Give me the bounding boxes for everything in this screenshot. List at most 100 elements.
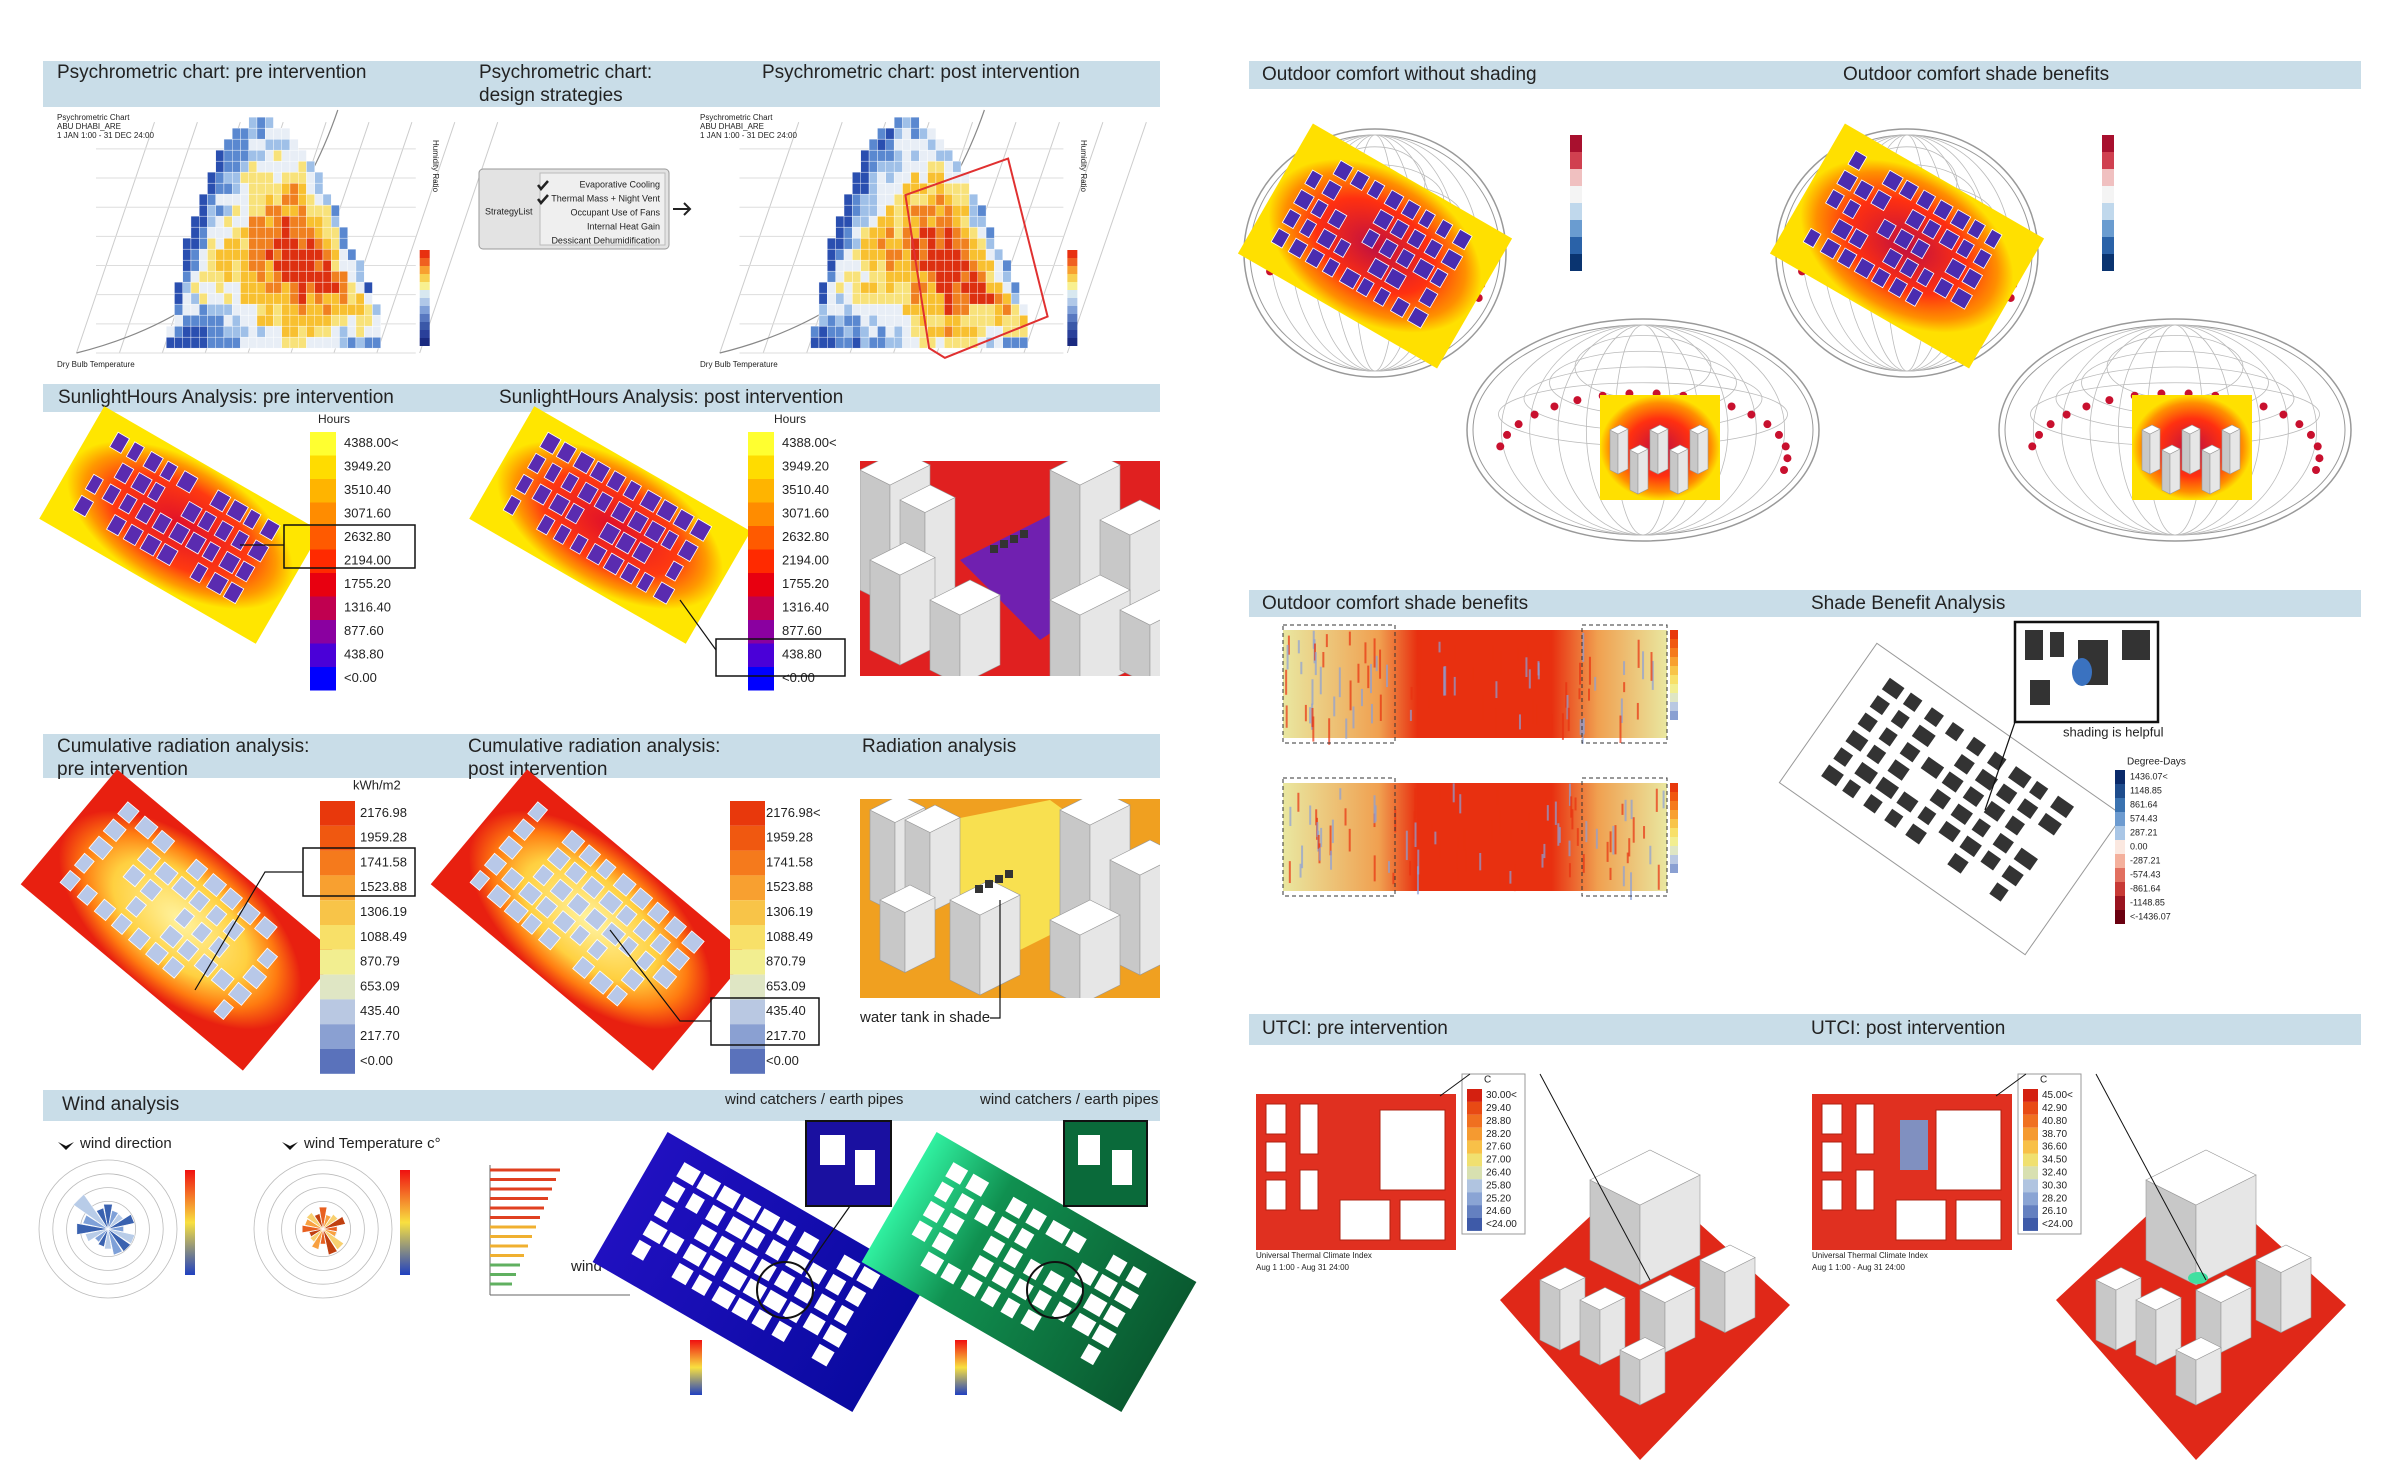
chart-cell <box>827 259 836 272</box>
chart-cell <box>231 292 241 305</box>
chart-cell <box>207 193 216 206</box>
building <box>982 1235 1006 1258</box>
strategy-item: Occupant Use of Fans <box>570 207 660 217</box>
building <box>1972 248 1993 269</box>
chart-cell <box>952 325 962 338</box>
building <box>537 927 561 951</box>
chart-cell <box>944 215 953 228</box>
block-top <box>1099 499 1160 536</box>
chart-cell <box>207 281 216 294</box>
legend-swatch <box>1670 666 1678 675</box>
legend-swatch <box>2115 868 2125 882</box>
heatmap-streak <box>1537 661 1540 676</box>
building <box>125 441 145 463</box>
chart-cell <box>256 259 266 272</box>
building <box>535 895 559 919</box>
rose-ring <box>253 1159 393 1299</box>
sun-position <box>1503 430 1512 439</box>
heatmap-streak <box>1439 838 1442 859</box>
inset-block <box>855 1150 875 1185</box>
chart-cell <box>902 171 912 184</box>
chart-cell <box>182 314 192 327</box>
north-arrow <box>282 1142 298 1150</box>
chart-line <box>762 121 843 354</box>
chart-cell <box>273 215 282 228</box>
chart-cell <box>306 160 315 173</box>
rose-ring <box>66 1187 150 1271</box>
legend-label: 2176.98< <box>766 805 821 820</box>
chart-cell <box>885 193 895 206</box>
chart-cell <box>944 193 953 206</box>
block-side <box>1609 429 1619 475</box>
chart-cell <box>885 237 895 250</box>
chart-cell <box>256 281 266 294</box>
heatmap-streak <box>1525 657 1528 678</box>
building <box>636 571 655 593</box>
legend-label: 28.20 <box>1486 1129 1511 1140</box>
chart-cell <box>372 314 381 327</box>
chart-cell <box>265 314 274 327</box>
chart-cell <box>885 226 895 239</box>
chart-cell <box>190 314 200 327</box>
chart-cell <box>960 336 970 349</box>
building <box>548 492 571 517</box>
chart-cell <box>339 248 348 261</box>
legend-label: 1959.28 <box>360 830 407 845</box>
chart-cell <box>935 270 945 283</box>
chart-cell <box>960 325 970 338</box>
building <box>512 818 536 841</box>
chart-cell <box>331 281 340 294</box>
building <box>642 1220 668 1245</box>
chart-cell <box>306 193 315 206</box>
chart-cell <box>944 226 953 239</box>
chart-cell <box>952 303 962 316</box>
chart-cell <box>843 303 853 316</box>
chart-cell <box>215 325 225 338</box>
callout-line <box>2095 1073 2207 1281</box>
building <box>196 510 218 533</box>
legend-swatch <box>419 274 430 282</box>
building <box>802 1312 826 1336</box>
heatmap-streak <box>1316 822 1319 838</box>
legend-swatch <box>2023 1127 2038 1141</box>
chart-cell <box>364 292 373 305</box>
chart-cell <box>207 226 216 239</box>
chart-cell <box>827 237 836 250</box>
chart-cell <box>852 215 861 228</box>
building <box>162 956 185 979</box>
building <box>1349 169 1371 192</box>
chart-cell <box>985 314 995 327</box>
building <box>822 1324 847 1348</box>
heatmap-streak <box>1637 639 1640 668</box>
chart-cell <box>927 226 937 239</box>
chart-cell <box>265 204 274 217</box>
legend-label: 0.00 <box>2130 841 2148 851</box>
chart-cell <box>935 248 945 261</box>
heatmap-streak <box>1643 826 1646 839</box>
chart-cell <box>860 314 870 327</box>
block-side <box>2229 428 2241 475</box>
building <box>518 881 543 906</box>
chart-cell <box>372 303 381 316</box>
heatmap-streak <box>1452 783 1455 803</box>
chart-cell <box>248 193 258 206</box>
chart-cell <box>927 160 937 173</box>
building <box>125 895 147 918</box>
rose-petal <box>107 1214 135 1230</box>
chart-cell <box>190 281 200 294</box>
building <box>1832 746 1855 769</box>
building <box>1265 1103 1287 1135</box>
heatmap-streak <box>1285 705 1288 728</box>
chart-cell <box>223 248 233 261</box>
legend-label: -861.64 <box>2130 883 2161 893</box>
chart-cell <box>240 193 249 206</box>
chart-cell <box>372 336 381 349</box>
chart-cell <box>231 138 241 151</box>
chart-cell <box>331 270 340 283</box>
building <box>122 523 144 547</box>
building <box>1856 711 1879 734</box>
legend-label: 28.80 <box>1486 1116 1511 1127</box>
rose-petal <box>322 1214 332 1230</box>
chart-cell <box>347 281 357 294</box>
